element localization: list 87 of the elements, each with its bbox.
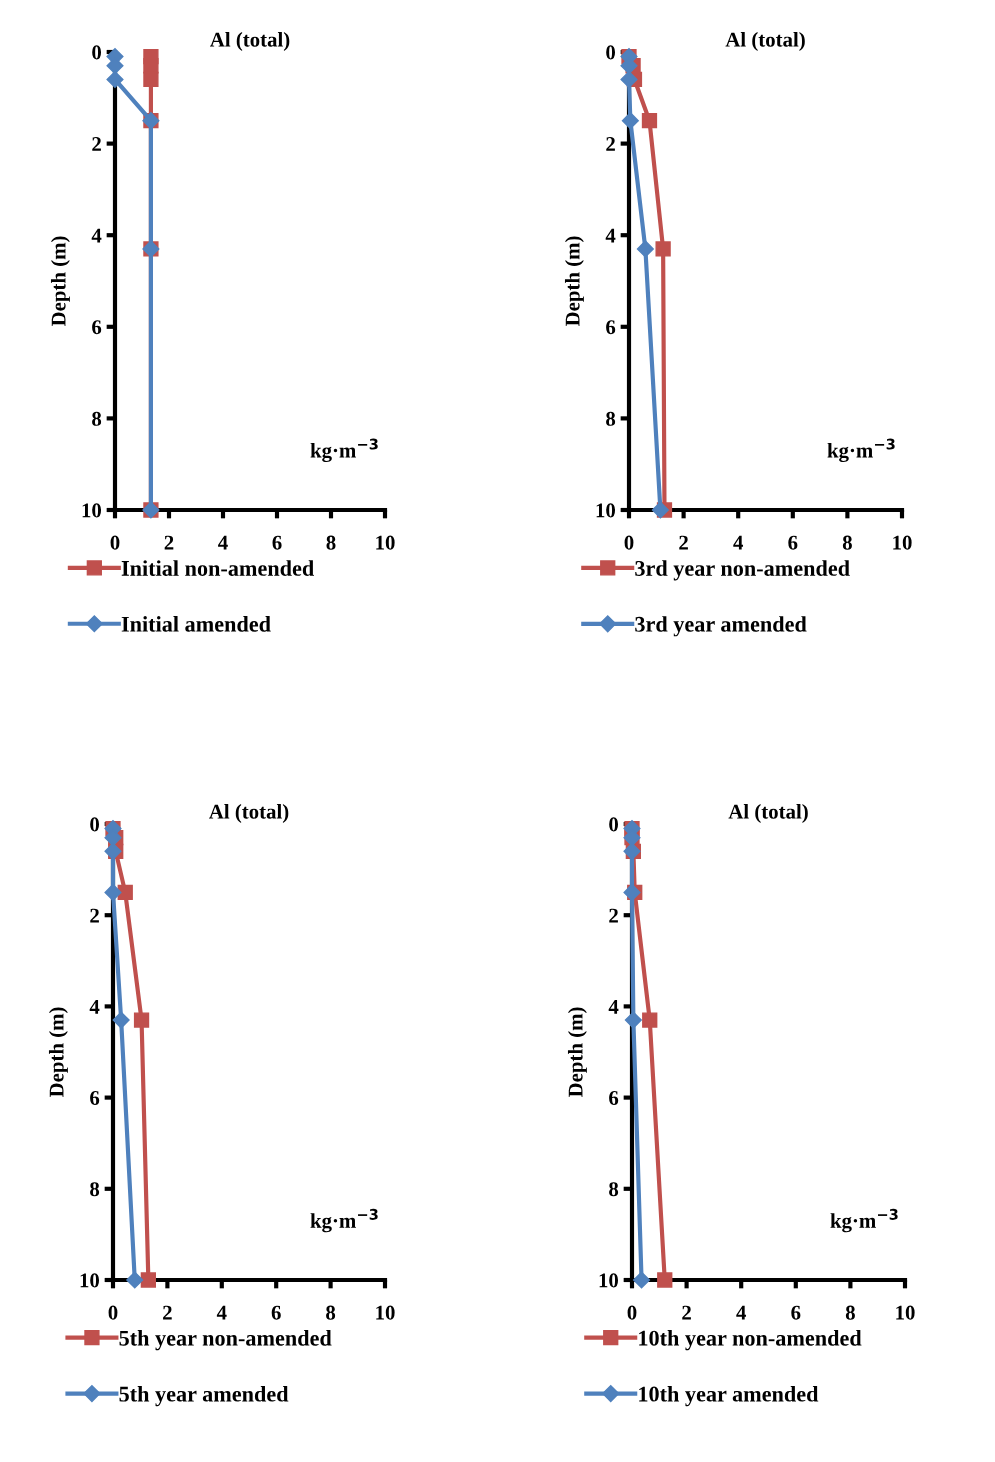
y-tick-label: 4 xyxy=(91,228,102,243)
point xyxy=(126,1271,144,1289)
annotation: kg·m$^{−3}$ xyxy=(310,438,378,462)
x-tick-label: 4 xyxy=(736,1305,747,1320)
point xyxy=(657,1272,673,1288)
point xyxy=(143,71,159,88)
x-tick-label: 0 xyxy=(627,1305,637,1320)
x-tick-label: 8 xyxy=(845,1305,855,1320)
y-tick-label: 6 xyxy=(90,1091,100,1106)
y-tick-label: 10 xyxy=(82,503,102,518)
x-tick-label: 10 xyxy=(376,1305,395,1320)
y-tick-label: 10 xyxy=(80,1273,100,1288)
x-tick-label: 6 xyxy=(272,535,282,550)
chart-title: Al (total) xyxy=(728,803,808,823)
legend-label: 3rd year amended xyxy=(635,616,807,637)
point xyxy=(621,112,639,130)
x-tick-label: 2 xyxy=(163,1305,172,1320)
legend-label: 3rd year non-amended xyxy=(635,560,850,581)
y-tick-label: 0 xyxy=(90,817,100,832)
point xyxy=(143,58,159,74)
x-tick-label: 4 xyxy=(733,535,744,550)
y-axis-title: Depth (m) xyxy=(564,236,584,327)
annotation: kg·m$^{−3}$ xyxy=(310,1208,378,1233)
legend-label: 10th year amended xyxy=(639,1385,819,1407)
y-tick-label: 8 xyxy=(90,1182,100,1197)
chart-title: Al (total) xyxy=(210,31,290,51)
x-tick-label: 6 xyxy=(271,1305,281,1320)
legend-label: 5th year amended xyxy=(119,1385,289,1407)
legend-label: 5th year non-amended xyxy=(119,1330,332,1351)
x-tick-label: 4 xyxy=(218,535,228,550)
y-tick-label: 8 xyxy=(606,411,616,426)
y-tick-label: 4 xyxy=(89,999,100,1014)
y-axis-title: Depth (m) xyxy=(567,1007,587,1098)
point xyxy=(104,842,122,860)
x-tick-label: 4 xyxy=(216,1305,227,1320)
point xyxy=(633,1271,651,1289)
annotation: kg·m$^{−3}$ xyxy=(830,1208,898,1233)
point xyxy=(112,1011,130,1029)
point xyxy=(104,883,122,901)
point xyxy=(117,884,133,901)
x-tick-label: 6 xyxy=(788,535,798,550)
y-tick-label: 0 xyxy=(92,45,102,60)
x-tick-label: 2 xyxy=(679,535,688,550)
legend-label: Initial non-amended xyxy=(121,560,314,576)
chart-title: Al (total) xyxy=(209,803,289,823)
y-tick-label: 8 xyxy=(609,1182,619,1197)
x-tick-label: 6 xyxy=(791,1305,801,1320)
y-tick-label: 0 xyxy=(606,45,616,60)
point xyxy=(623,883,641,901)
point xyxy=(636,240,654,258)
point xyxy=(641,113,658,129)
x-tick-label: 10 xyxy=(893,535,912,550)
y-tick-label: 2 xyxy=(609,908,618,923)
y-axis-title: Depth (m) xyxy=(50,236,70,327)
point xyxy=(642,1012,658,1028)
point xyxy=(624,1011,642,1029)
x-tick-label: 8 xyxy=(326,535,336,550)
x-tick-label: 10 xyxy=(376,535,395,550)
y-tick-label: 2 xyxy=(90,908,99,923)
x-tick-label: 0 xyxy=(110,535,120,550)
y-tick-label: 8 xyxy=(92,411,102,426)
point xyxy=(655,241,671,257)
x-tick-label: 8 xyxy=(326,1305,336,1320)
y-tick-label: 2 xyxy=(606,137,615,151)
point xyxy=(140,1272,156,1288)
y-tick-label: 6 xyxy=(606,320,616,335)
y-tick-label: 4 xyxy=(605,228,616,243)
y-tick-label: 4 xyxy=(608,999,619,1014)
annotation: kg·m$^{−3}$ xyxy=(827,438,895,462)
y-tick-label: 2 xyxy=(92,137,101,151)
point xyxy=(651,501,669,519)
x-tick-label: 10 xyxy=(896,1305,915,1320)
y-axis-title: Depth (m) xyxy=(48,1007,68,1098)
x-tick-label: 0 xyxy=(624,535,634,550)
x-tick-label: 2 xyxy=(682,1305,691,1320)
y-tick-label: 0 xyxy=(609,817,619,832)
y-tick-label: 6 xyxy=(92,320,102,335)
x-tick-label: 8 xyxy=(842,535,852,550)
chart-title: Al (total) xyxy=(725,31,805,51)
y-tick-label: 10 xyxy=(599,1273,619,1288)
y-tick-label: 6 xyxy=(609,1091,619,1106)
legend-label: 10th year non-amended xyxy=(639,1330,862,1351)
x-tick-label: 2 xyxy=(164,535,174,550)
point xyxy=(133,1012,150,1028)
x-tick-label: 0 xyxy=(108,1305,118,1320)
y-tick-label: 10 xyxy=(596,503,616,518)
legend-label: Initial amended xyxy=(121,616,271,632)
